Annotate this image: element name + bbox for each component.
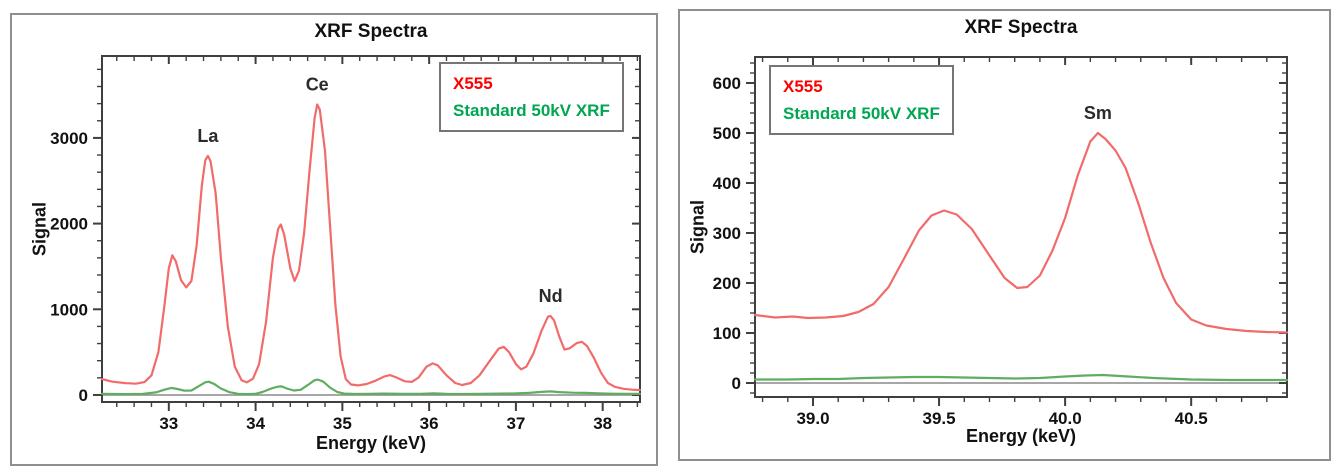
left-plot: 33 34 35 36 37 38 0 1000 2000 3000 La Ce Nd bbox=[50, 55, 642, 433]
y-tick-label: 1000 bbox=[50, 300, 88, 319]
y-tick-label: 100 bbox=[713, 324, 741, 343]
x-tick-label: 36 bbox=[420, 414, 439, 433]
y-tick-label: 400 bbox=[713, 174, 741, 193]
peak-label-nd: Nd bbox=[539, 286, 563, 306]
x-tick-label: 35 bbox=[333, 414, 352, 433]
legend-item-x555: X555 bbox=[453, 74, 493, 93]
plot-frame bbox=[101, 55, 641, 403]
peak-label-sm: Sm bbox=[1084, 103, 1112, 123]
y-tick-label: 300 bbox=[713, 224, 741, 243]
legend-item-x555: X555 bbox=[783, 77, 823, 96]
legend-right: X555 Standard 50kV XRF bbox=[769, 65, 954, 135]
peak-label-ce: Ce bbox=[306, 74, 329, 94]
x-tick-label: 37 bbox=[506, 414, 525, 433]
series-curve-standard-50kv-xrf bbox=[753, 373, 1289, 382]
x-axis-title-left: Energy (keV) bbox=[315, 433, 427, 453]
y-tick-label: 3000 bbox=[50, 129, 88, 148]
right-chart-panel: XRF Spectra 39.0 39.5 40.0 40.5 0 100 200 300 40… bbox=[678, 9, 1331, 461]
right-plot: 39.0 39.5 40.0 40.5 0 100 200 300 400 500 600 Sm bbox=[713, 56, 1289, 428]
chart-title-right: XRF Spectra bbox=[964, 17, 1078, 38]
y-tick-label: 2000 bbox=[50, 215, 88, 234]
x-axis-title-right: Energy (keV) bbox=[965, 426, 1077, 446]
x-tick-label: 40.5 bbox=[1175, 409, 1208, 428]
legend-item-standard-50kv-xrf: Standard 50kV XRF bbox=[783, 104, 940, 123]
x-tick-label: 40.0 bbox=[1049, 409, 1082, 428]
y-axis-title-right: Signal bbox=[687, 199, 708, 255]
left-chart-panel: XRF Spectra 33 34 35 36 37 38 0 1000 2000 3000 La C… bbox=[10, 13, 658, 466]
x-tick-label: 39.0 bbox=[796, 409, 829, 428]
y-axis-title-left: Signal bbox=[29, 201, 50, 257]
series-curve-standard-50kv-xrf bbox=[100, 378, 642, 396]
legend-item-standard-50kv-xrf: Standard 50kV XRF bbox=[453, 101, 610, 120]
peak-label-la: La bbox=[197, 126, 219, 146]
y-tick-label: 200 bbox=[713, 274, 741, 293]
chart-title-left: XRF Spectra bbox=[314, 21, 428, 42]
series-curve-x555 bbox=[100, 103, 642, 392]
y-tick-label: 500 bbox=[713, 124, 741, 143]
y-tick-label: 600 bbox=[713, 74, 741, 93]
legend-left: X555 Standard 50kV XRF bbox=[439, 62, 624, 132]
x-tick-label: 33 bbox=[159, 414, 178, 433]
x-tick-label: 39.5 bbox=[923, 409, 956, 428]
series-curve-x555 bbox=[753, 131, 1289, 334]
plot-frame bbox=[754, 56, 1288, 398]
x-tick-label: 38 bbox=[593, 414, 612, 433]
y-tick-label: 0 bbox=[732, 374, 741, 393]
x-tick-label: 34 bbox=[246, 414, 265, 433]
y-tick-label: 0 bbox=[79, 386, 88, 405]
